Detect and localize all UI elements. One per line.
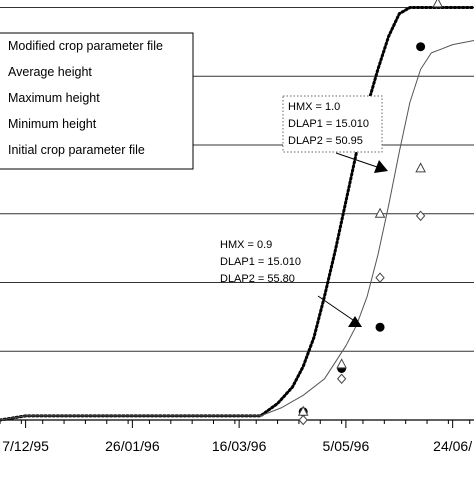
annotation-2-line-0: HMX = 0.9 <box>220 239 272 251</box>
annotation-1-line-1: DLAP1 = 15.010 <box>288 118 369 130</box>
annotation-2-arrow-line <box>317 295 354 321</box>
legend-label-average-height: Average height <box>8 65 92 79</box>
series-layer <box>0 6 474 422</box>
legend-label-maximum-height: Maximum height <box>8 91 100 105</box>
annotation-2-line-2: DLAP2 = 55.80 <box>220 273 295 285</box>
legend-layer: Modified crop parameter file Average heig… <box>0 32 194 170</box>
point-maximum-height-3 <box>415 162 426 173</box>
marker-layer <box>297 0 444 426</box>
point-average-height-3 <box>416 42 426 52</box>
point-minimum-height-1 <box>336 373 347 385</box>
point-minimum-height-3 <box>415 210 426 222</box>
annotation-1-arrow-line <box>335 152 381 169</box>
legend-label-modified-crop-parameter-file: Modified crop parameter file <box>8 39 163 53</box>
x-tick-label-4: 24/06/ <box>433 438 472 454</box>
series-line-modified-crop-parameter-file <box>0 6 474 422</box>
series-line-initial-crop-parameter-file <box>0 40 474 421</box>
point-maximum-height-2 <box>374 207 386 218</box>
point-minimum-height-0 <box>298 414 308 426</box>
annotation-2-arrowhead <box>348 316 362 327</box>
annotation-2-line-1: DLAP1 = 15.010 <box>220 256 301 268</box>
legend-label-minimum-height: Minimum height <box>8 117 97 131</box>
legend-box <box>0 32 194 170</box>
legend-label-initial-crop-parameter-file: Initial crop parameter file <box>8 143 145 157</box>
annotation-layer: HMX = 1.0 DLAP1 = 15.010 DLAP2 = 50.95 HMX … <box>220 95 388 327</box>
point-maximum-height-1 <box>336 358 347 369</box>
x-tick-label-3: 5/05/96 <box>323 438 370 454</box>
annotation-1-line-2: DLAP2 = 50.95 <box>288 135 363 147</box>
point-minimum-height-2 <box>375 272 385 283</box>
x-tick-label-1: 26/01/96 <box>105 438 160 454</box>
point-average-height-2 <box>375 322 385 332</box>
x-tick-label-2: 16/03/96 <box>212 438 267 454</box>
point-maximum-height-4 <box>432 0 444 8</box>
x-tick-label-0: 7/12/95 <box>2 438 49 454</box>
axis-layer: 7/12/95 26/01/96 16/03/96 5/05/96 24/06/ <box>0 419 474 454</box>
annotation-1-line-0: HMX = 1.0 <box>288 101 340 113</box>
annotation-1-arrowhead <box>374 160 388 173</box>
annotation-box-1 <box>282 95 383 153</box>
